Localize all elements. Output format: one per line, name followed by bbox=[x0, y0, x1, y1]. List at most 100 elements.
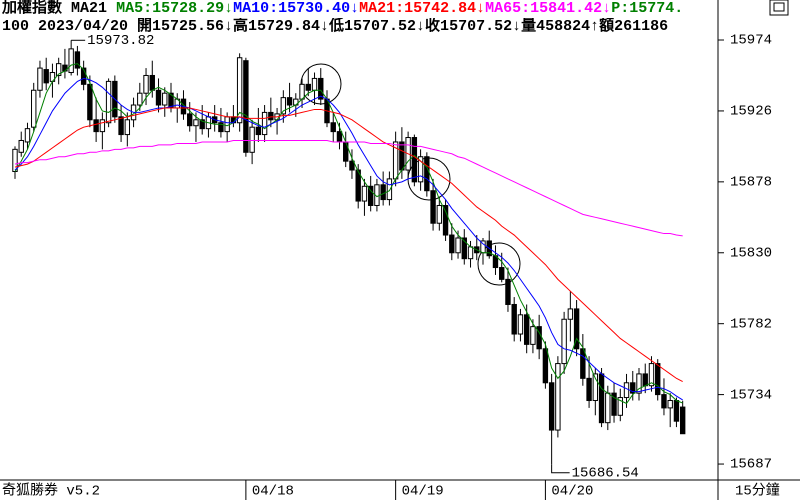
x-tick-label: 04/18 bbox=[252, 484, 294, 500]
annotation-leader bbox=[551, 464, 570, 474]
y-tick-label: 15830 bbox=[730, 245, 772, 261]
high-annotation: 15973.82 bbox=[87, 33, 154, 49]
candle-body bbox=[517, 314, 524, 335]
candle-body bbox=[330, 122, 336, 133]
candle-body bbox=[280, 97, 287, 115]
candle-body bbox=[336, 131, 343, 143]
candle-body bbox=[467, 246, 474, 260]
candle-body bbox=[187, 113, 193, 127]
candle-body bbox=[105, 80, 112, 124]
window-button[interactable] bbox=[769, 0, 789, 16]
candle-body bbox=[411, 137, 418, 183]
info-line: 100 2023/04/20 開15725.56↓高15729.84↓低1570… bbox=[2, 18, 669, 35]
candle-body bbox=[424, 156, 430, 192]
candle-body bbox=[43, 69, 49, 84]
low-annotation: 15686.54 bbox=[572, 465, 639, 481]
candle-body bbox=[542, 348, 549, 384]
candle-body bbox=[380, 184, 386, 201]
candle-body bbox=[268, 111, 274, 121]
candle-body bbox=[561, 318, 567, 365]
y-tick-label: 15734 bbox=[730, 387, 772, 403]
candle-body bbox=[249, 126, 255, 153]
ma-line bbox=[14, 77, 683, 401]
candle-body bbox=[349, 160, 355, 171]
candle-body bbox=[199, 119, 205, 130]
ma-line bbox=[14, 139, 683, 237]
candle-body bbox=[511, 303, 517, 335]
candle-body bbox=[162, 92, 168, 106]
candle-body bbox=[630, 382, 636, 394]
header-line: 加權指數 MA21 MA5:15728.29↓MA10:15730.40↓MA2… bbox=[2, 0, 768, 18]
legend-entry: MA10:15730.40↓ bbox=[233, 0, 360, 17]
candle-body bbox=[68, 48, 74, 74]
candle-body bbox=[648, 363, 655, 387]
candle-body bbox=[18, 139, 24, 153]
candle-body bbox=[655, 363, 661, 396]
candle-body bbox=[586, 377, 592, 402]
candle-body bbox=[286, 97, 293, 106]
candle-body bbox=[605, 392, 611, 424]
candle-body bbox=[261, 111, 268, 136]
candle-body bbox=[449, 234, 455, 254]
ma-line bbox=[14, 63, 683, 405]
candle-body bbox=[80, 67, 87, 85]
candle-body bbox=[243, 60, 249, 153]
candle-body bbox=[355, 169, 361, 202]
candle-body bbox=[567, 308, 574, 320]
candle-body bbox=[155, 89, 162, 106]
ma-line bbox=[14, 107, 683, 382]
indicator: MA21 bbox=[71, 0, 108, 17]
candle-body bbox=[318, 77, 324, 100]
candle-body bbox=[93, 119, 99, 133]
candle-body bbox=[236, 57, 243, 124]
candle-body bbox=[548, 382, 555, 431]
legend-entry: MA65:15841.42↓ bbox=[485, 0, 612, 17]
candle-body bbox=[386, 178, 393, 201]
candle-body bbox=[505, 278, 511, 305]
candle-body bbox=[361, 185, 368, 202]
candle-body bbox=[430, 190, 436, 224]
candle-body bbox=[592, 373, 599, 402]
candle-body bbox=[673, 400, 680, 422]
candle-body bbox=[679, 406, 686, 435]
candle-body bbox=[617, 397, 623, 416]
candle-body bbox=[523, 314, 530, 345]
legend-entry: MA21:15742.84↓ bbox=[359, 0, 486, 17]
candle-body bbox=[305, 83, 311, 91]
candle-body bbox=[417, 156, 424, 183]
software-label: 奇狐勝券 v5.2 bbox=[2, 482, 100, 500]
candle-body bbox=[255, 126, 262, 136]
window-button-icon bbox=[773, 2, 785, 12]
x-tick-label: 04/20 bbox=[551, 484, 593, 500]
candle-body bbox=[442, 204, 449, 236]
candle-body bbox=[611, 392, 617, 416]
candle-body bbox=[37, 67, 43, 91]
period-label: 15分鐘 bbox=[735, 482, 780, 500]
candle-body bbox=[218, 122, 224, 133]
candle-body bbox=[623, 382, 630, 399]
candle-body bbox=[118, 116, 124, 136]
candle-body bbox=[461, 237, 467, 260]
candle-body bbox=[24, 128, 31, 143]
candle-body bbox=[667, 400, 673, 409]
candle-body bbox=[399, 141, 405, 171]
highlight-circle bbox=[477, 242, 521, 286]
candle-body bbox=[124, 119, 131, 136]
y-tick-label: 15974 bbox=[730, 33, 772, 49]
candle-body bbox=[224, 116, 230, 133]
candle-body bbox=[143, 74, 149, 94]
y-tick-label: 15687 bbox=[730, 457, 772, 473]
x-tick-label: 04/19 bbox=[402, 484, 444, 500]
candle-body bbox=[499, 267, 505, 280]
y-tick-label: 15782 bbox=[730, 316, 772, 332]
candle-body bbox=[455, 237, 461, 254]
candle-body bbox=[193, 119, 199, 127]
candle-body bbox=[311, 77, 318, 91]
candle-body bbox=[636, 373, 642, 394]
candle-body bbox=[87, 83, 93, 121]
candle-body bbox=[598, 373, 605, 424]
legend: MA5:15728.29↓MA10:15730.40↓MA21:15742.84… bbox=[116, 0, 611, 17]
candle-body bbox=[74, 51, 81, 69]
